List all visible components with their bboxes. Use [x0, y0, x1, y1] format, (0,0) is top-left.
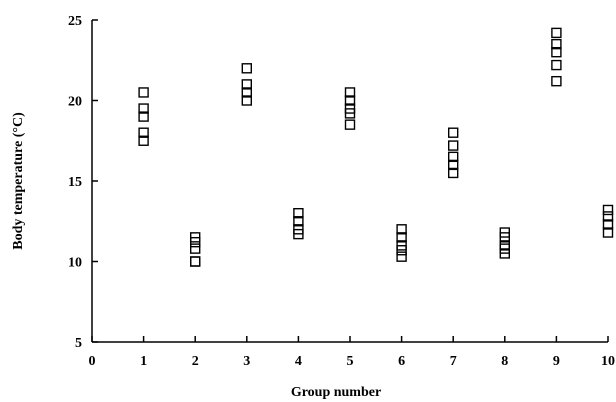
x-axis-title: Group number	[291, 385, 381, 400]
x-tick-label-6: 6	[398, 354, 405, 369]
data-point-32	[448, 167, 459, 179]
data-point-1	[138, 103, 149, 114]
data-point-29	[448, 140, 459, 151]
data-point-28	[448, 127, 459, 138]
x-tick-label-2: 2	[192, 354, 199, 369]
data-point-17	[293, 228, 304, 240]
x-tick-label-7: 7	[450, 354, 457, 369]
data-point-11	[241, 79, 253, 90]
data-point-3	[138, 127, 149, 138]
data-point-44	[602, 211, 614, 222]
data-point-39	[551, 38, 562, 50]
data-point-19	[344, 95, 356, 106]
data-point-43	[602, 204, 614, 216]
y-axis-title: Body temperature (°C)	[11, 112, 26, 250]
data-point-8	[189, 256, 201, 267]
x-tick-label-10: 10	[601, 354, 615, 369]
y-tick-label-25: 25	[68, 14, 82, 29]
data-point-37	[499, 248, 510, 259]
data-point-38	[551, 27, 562, 39]
data-point-9	[189, 256, 201, 267]
plot-area: 5 10 15 20 25 0 1 2 3 4 5 6 7 8 9 10	[68, 14, 615, 369]
y-tick-label-20: 20	[68, 95, 82, 110]
data-point-42	[551, 75, 562, 87]
data-point-30	[448, 151, 459, 163]
data-point-40	[551, 47, 562, 58]
x-tick-label-3: 3	[243, 354, 250, 369]
data-point-0	[138, 87, 149, 98]
data-point-22	[344, 119, 356, 130]
data-point-7	[189, 243, 201, 254]
data-point-13	[241, 95, 253, 106]
x-tick-label-0: 0	[89, 354, 96, 369]
data-point-27	[396, 251, 407, 262]
x-tick-label-1: 1	[140, 354, 147, 369]
data-point-15	[293, 216, 304, 227]
data-point-14	[293, 207, 304, 219]
data-point-26	[396, 245, 407, 256]
y-tick-label-5: 5	[75, 336, 82, 351]
data-point-21	[344, 108, 356, 119]
data-point-41	[551, 59, 562, 71]
y-tick-label-15: 15	[68, 175, 82, 190]
data-point-34	[499, 232, 510, 243]
data-point-10	[241, 63, 253, 74]
data-point-18	[344, 87, 356, 98]
x-tick-label-8: 8	[501, 354, 508, 369]
x-tick-label-9: 9	[553, 354, 560, 369]
data-point-31	[448, 159, 459, 171]
data-point-24	[396, 232, 407, 243]
data-point-4	[138, 135, 149, 146]
data-point-6	[189, 236, 201, 248]
y-tick-label-10: 10	[68, 256, 82, 271]
data-point-46	[602, 227, 614, 238]
data-point-2	[138, 111, 149, 122]
data-point-45	[602, 219, 614, 230]
data-point-12	[241, 87, 253, 98]
x-tick-label-4: 4	[295, 354, 302, 369]
x-tick-label-5: 5	[347, 354, 354, 369]
data-point-23	[396, 224, 407, 235]
